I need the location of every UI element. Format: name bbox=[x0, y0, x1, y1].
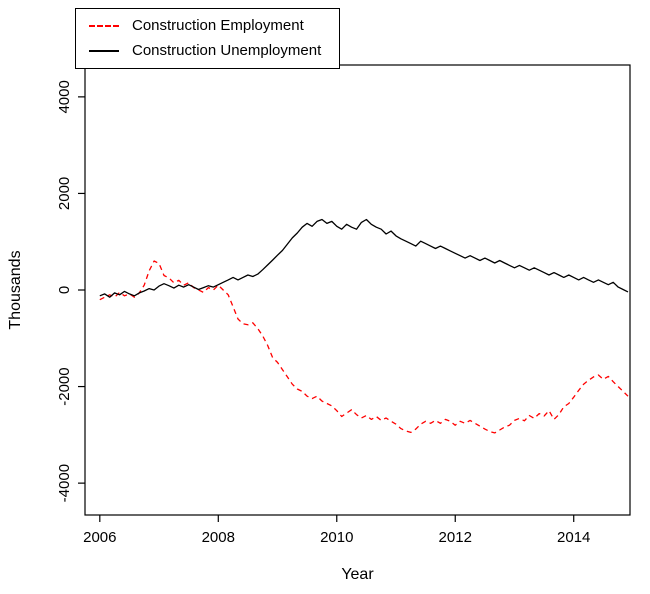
y-tick-label: 4000 bbox=[56, 80, 73, 113]
x-tick-label: 2008 bbox=[202, 529, 235, 546]
y-tick-label: -2000 bbox=[56, 367, 73, 405]
legend-item-unemployment: Construction Unemployment bbox=[89, 41, 322, 60]
x-tick-label: 2010 bbox=[320, 529, 353, 546]
x-tick-label: 2014 bbox=[557, 529, 590, 546]
series-line-construction-employment bbox=[99, 260, 629, 434]
employment-line-sample bbox=[89, 25, 119, 28]
x-axis-title: Year bbox=[341, 566, 374, 583]
y-tick-label: 0 bbox=[56, 286, 73, 294]
legend: Construction Employment Construction Une… bbox=[75, 8, 341, 69]
y-tick-label: -4000 bbox=[56, 464, 73, 502]
y-axis-title: Thousands bbox=[7, 250, 24, 330]
x-tick-label: 2006 bbox=[83, 529, 116, 546]
y-tick-label: 2000 bbox=[56, 177, 73, 210]
unemployment-line-sample bbox=[89, 49, 119, 52]
plot-box bbox=[84, 64, 631, 516]
legend-label-employment: Construction Employment bbox=[132, 17, 304, 34]
series-line-construction-unemployment bbox=[99, 218, 629, 298]
x-tick-label: 2012 bbox=[439, 529, 472, 546]
legend-item-employment: Construction Employment bbox=[89, 17, 321, 35]
legend-label-unemployment: Construction Unemployment bbox=[132, 41, 322, 59]
